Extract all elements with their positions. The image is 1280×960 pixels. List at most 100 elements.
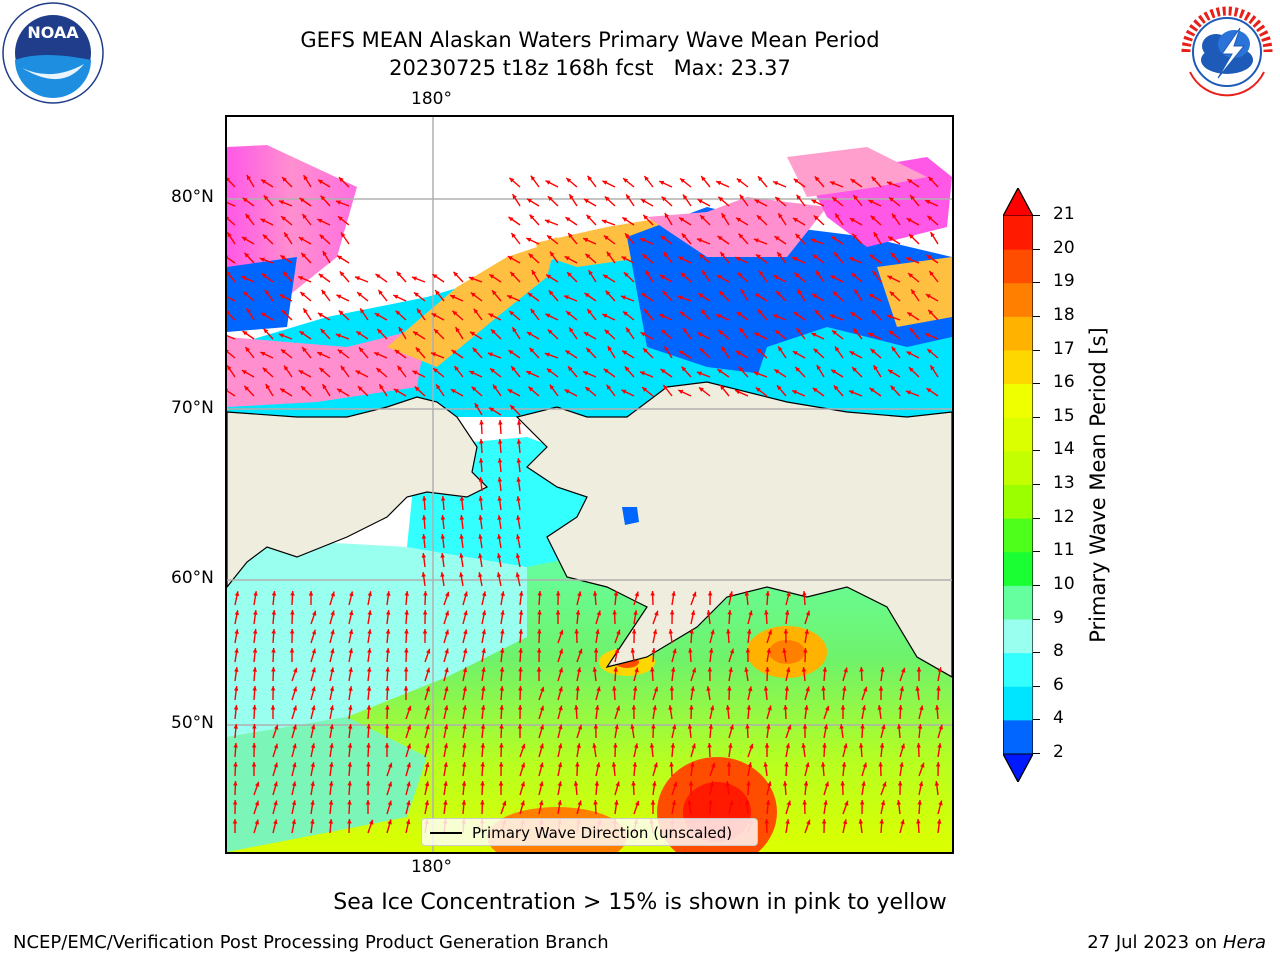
wave-arrow-head <box>292 743 297 749</box>
wave-arrow-head <box>672 648 677 654</box>
wave-arrow-head <box>227 232 232 238</box>
wave-arrow-head <box>830 181 835 186</box>
wave-arrow-head <box>576 743 581 748</box>
wave-arrow-head <box>709 781 714 787</box>
wave-arrow-head <box>497 534 502 539</box>
wave-arrow-head <box>366 705 372 710</box>
wave-arrow-head <box>892 213 897 219</box>
wave-arrow-head <box>906 351 912 356</box>
wave-arrow-head <box>425 667 431 673</box>
wave-arrow-head <box>366 667 372 672</box>
wave-arrow-head <box>510 271 515 277</box>
colorbar-tick-11: 11 <box>1033 540 1075 561</box>
wave-arrow-head <box>291 781 297 787</box>
ice-gap <box>467 217 537 257</box>
wave-arrow-head <box>271 610 277 615</box>
wave-arrow-head <box>890 385 896 391</box>
wave-arrow-head <box>312 610 317 616</box>
wave-arrow-head <box>357 292 362 297</box>
wave-arrow-head <box>318 273 324 279</box>
wave-arrow-head <box>374 313 380 318</box>
wave-arrow-head <box>421 515 427 520</box>
wave-arrow-head <box>227 216 230 220</box>
wave-arrow-head <box>557 762 563 768</box>
wave-arrow-head <box>335 200 341 205</box>
wave-arrow-head <box>603 274 608 279</box>
wave-arrow-head <box>844 800 849 806</box>
wave-arrow-head <box>481 610 487 616</box>
wave-arrow-head <box>497 458 503 463</box>
wave-arrow-head <box>577 800 582 806</box>
wave-arrow-head <box>699 348 705 353</box>
wave-arrow-head <box>583 371 589 376</box>
wave-arrow-head <box>651 724 656 729</box>
wave-arrow-head <box>241 276 247 281</box>
wave-arrow-head <box>643 214 648 220</box>
wave-arrow-head <box>271 591 277 596</box>
wave-arrow-head <box>633 743 639 749</box>
wave-arrow-head <box>683 194 688 200</box>
wave-arrow-head <box>367 591 372 597</box>
footer-date: 27 Jul 2023 on Hera <box>1087 932 1266 953</box>
wave-arrow-head <box>653 762 658 768</box>
wave-arrow-head <box>443 762 448 767</box>
wave-arrow-head <box>765 667 770 672</box>
wave-arrow-head <box>468 276 474 281</box>
wave-arrow-head <box>630 724 635 729</box>
colorbar-tick-8: 8 <box>1033 641 1064 662</box>
wave-arrow-head <box>852 367 857 372</box>
wave-arrow <box>227 201 236 207</box>
wave-arrow-head <box>802 591 807 596</box>
wave-arrow-head <box>753 238 759 243</box>
wave-arrow-head <box>625 233 630 239</box>
wave-arrow-head <box>746 781 751 786</box>
wave-arrow-head <box>613 743 618 748</box>
wave-arrow-head <box>564 256 570 261</box>
wave-arrow-head <box>550 251 555 257</box>
colorbar-tick-10: 10 <box>1033 573 1075 594</box>
wave-arrow-head <box>729 648 735 654</box>
wave-arrow-head <box>518 648 523 653</box>
colorbar-tick-18: 18 <box>1033 304 1075 325</box>
wave-arrow-head <box>803 781 809 786</box>
wave-arrow-head <box>393 294 399 299</box>
wave-arrow-head <box>516 458 522 463</box>
wave-arrow-head <box>527 292 533 298</box>
wave-arrow-head <box>471 386 477 392</box>
wave-arrow-head <box>264 289 270 295</box>
wave-arrow-head <box>688 648 693 653</box>
wave-arrow-head <box>697 199 703 204</box>
wave-arrow-head <box>558 705 563 711</box>
colorbar-tick-12: 12 <box>1033 506 1075 527</box>
wave-arrow-head <box>754 332 760 337</box>
wave-arrow-head <box>406 800 411 806</box>
wave-arrow-head <box>652 629 658 635</box>
wave-arrow-head <box>227 388 229 391</box>
wave-arrow-head <box>478 515 483 520</box>
wave-arrow-head <box>291 800 297 806</box>
wave-arrow-head <box>508 350 514 355</box>
west-pacific-green <box>227 717 427 852</box>
wave-arrow-head <box>860 724 865 729</box>
wave-arrow-head <box>492 290 497 296</box>
wave-arrow-head <box>840 705 846 710</box>
lat-label-80: 80°N <box>171 187 214 207</box>
wave-arrow-head <box>512 194 517 200</box>
wave-arrow-head <box>930 365 935 371</box>
wave-arrow-head <box>527 198 532 203</box>
wave-arrow-head <box>839 724 844 729</box>
wave-arrow-head <box>330 648 335 654</box>
wave-arrow-head <box>711 762 716 768</box>
wave-arrow-head <box>721 213 726 219</box>
wave-arrow-head <box>234 610 239 616</box>
wave-arrow-head <box>423 591 428 596</box>
sea-ice-southwest <box>227 327 427 407</box>
wave-arrow-head <box>615 781 620 787</box>
wave-arrow-head <box>640 371 645 376</box>
wave-arrow-head <box>745 648 751 653</box>
wave-arrow-head <box>515 572 521 578</box>
wave-arrow-head <box>823 800 828 805</box>
wave-arrow-head <box>649 743 655 748</box>
wave-arrow-head <box>385 686 390 691</box>
wave-arrow-head <box>251 743 257 748</box>
